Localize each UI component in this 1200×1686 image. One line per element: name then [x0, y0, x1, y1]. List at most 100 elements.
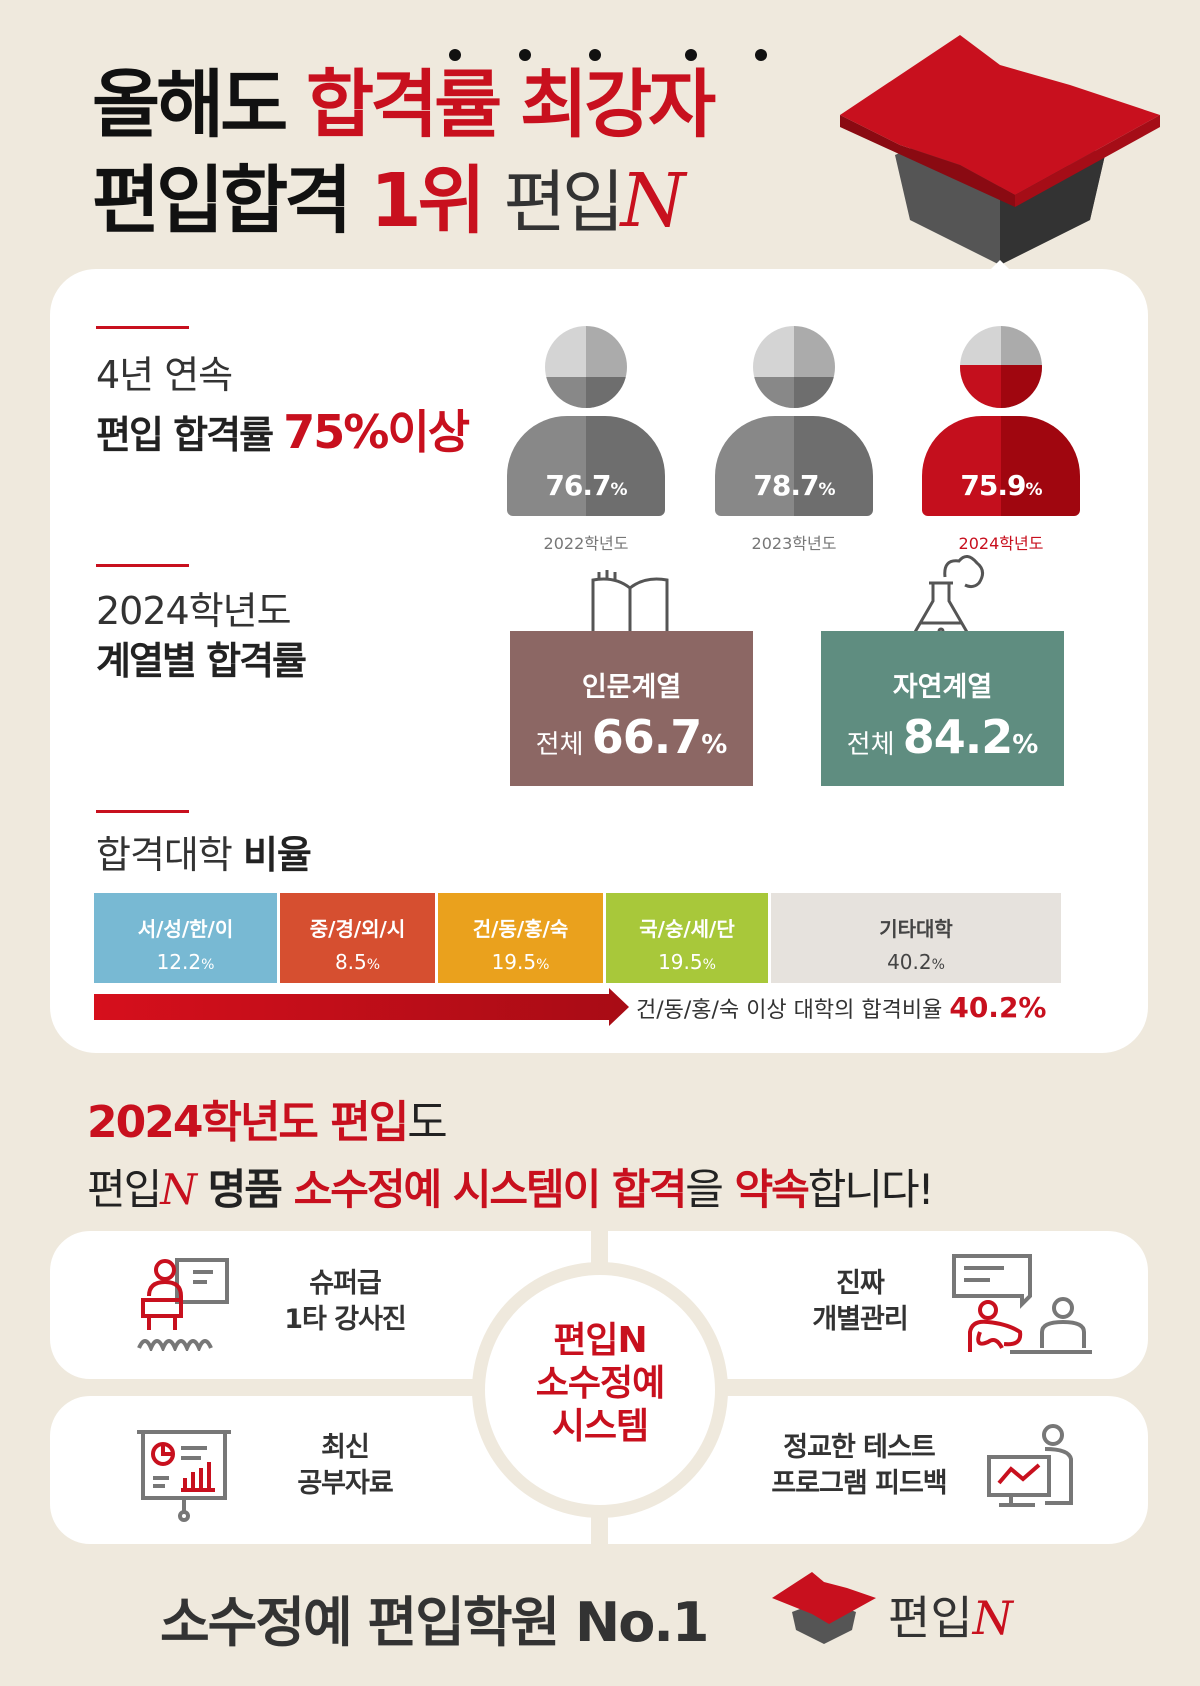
- headline-black: 올해도: [92, 62, 288, 148]
- segment-value: 40.2%: [887, 950, 945, 974]
- footer-brand-n: N: [972, 1591, 1013, 1645]
- center-line: 편입N: [553, 1320, 647, 1361]
- box-name: 자연계열: [892, 672, 993, 703]
- year-label: 2024학년도: [958, 534, 1044, 553]
- brand-n: N: [620, 158, 686, 244]
- ratio-segment: 중/경/외/시 8.5%: [280, 893, 435, 983]
- ratio-segment: 건/동/홍/숙 19.5%: [438, 893, 603, 983]
- promo-b: 소수정예 시스템이 합격: [293, 1165, 688, 1214]
- footer-cap-logo: [772, 1572, 876, 1648]
- feature-line: 1타 강사진: [284, 1304, 407, 1336]
- monitor-analytics-icon: [985, 1423, 1085, 1517]
- section3-title-light: 합격대학: [96, 833, 233, 877]
- rate-value: 75.9%: [960, 469, 1042, 502]
- box-prefix: 전체: [846, 730, 895, 760]
- segment-name: 건/동/홍/숙: [472, 917, 569, 941]
- box-prefix: 전체: [535, 730, 584, 760]
- cumulative-arrow: [94, 988, 629, 1030]
- section-divider: [96, 564, 189, 567]
- promo-black: 도: [407, 1097, 448, 1148]
- emphasis-dots: [448, 47, 778, 61]
- feature-text: 슈퍼급 1타 강사진: [265, 1266, 425, 1339]
- person-head-icon: [753, 326, 835, 408]
- center-line: 시스템: [551, 1406, 649, 1448]
- segment-name: 국/숭/세/단: [639, 917, 735, 941]
- segment-value: 19.5%: [491, 950, 550, 974]
- person-body: 76.7%: [507, 416, 665, 516]
- arrow-value: 40.2%: [949, 991, 1047, 1024]
- segment-name: 서/성/한/이: [137, 917, 234, 941]
- card-pointer: [986, 260, 1014, 274]
- promo-d: 약속: [734, 1165, 809, 1214]
- section1-title-text: 편입 합격률: [96, 413, 274, 457]
- section3-title: 합격대학 비율: [96, 824, 312, 879]
- headline-line2: 편입합격 1위 편입N: [92, 164, 685, 238]
- section-divider: [96, 810, 189, 813]
- segment-name: 중/경/외/시: [309, 917, 406, 941]
- section3-title-bold: 비율: [242, 833, 312, 877]
- section1-subtitle: 4년 연속: [96, 353, 233, 397]
- person-head-icon: [545, 326, 627, 408]
- university-ratio-bar: 서/성/한/이 12.2% 중/경/외/시 8.5% 건/동/홍/숙 19.5% 국/숭/세…: [94, 893, 1064, 983]
- presentation-board-icon: [135, 1428, 235, 1527]
- feature-line: 개별관리: [812, 1304, 908, 1336]
- rank-text: 1위: [370, 158, 486, 244]
- humanities-box: 인문계열 전체 66.7%: [510, 631, 753, 786]
- headline-line1: 올해도 합격률 최강자: [92, 68, 716, 142]
- promo-line2: 편입N 명품 소수정예 시스템이 합격을 약속합니다!: [87, 1156, 935, 1217]
- box-number: 84.2: [902, 710, 1013, 764]
- arrow-caption: 건/동/홍/숙 이상 대학의 합격비율 40.2%: [636, 991, 1046, 1024]
- section-divider: [96, 326, 189, 329]
- promo-brand-n: N: [160, 1165, 197, 1214]
- footer-slogan: 소수정예 편입학원 No.1: [160, 1591, 709, 1654]
- person-rate-figure: 76.7% 2022학년도: [506, 326, 666, 554]
- rate-value: 78.7%: [753, 469, 835, 502]
- feature-line: 프로그램 피드백: [771, 1468, 947, 1500]
- year-label: 2023학년도: [751, 534, 837, 553]
- promo-red: 2024학년도 편입: [87, 1097, 409, 1148]
- promo-e: 합니다!: [807, 1165, 935, 1214]
- person-body: 78.7%: [715, 416, 873, 516]
- segment-value: 12.2%: [156, 950, 215, 974]
- system-center: 편입N 소수정예 시스템: [485, 1275, 715, 1505]
- box-number: 66.7: [591, 710, 702, 764]
- box-value: 전체 66.7%: [510, 710, 753, 764]
- year-label: 2022학년도: [543, 534, 629, 553]
- person-rate-figure: 75.9% 2024학년도: [921, 326, 1081, 554]
- box-name: 인문계열: [581, 672, 682, 703]
- ratio-segment: 서/성/한/이 12.2%: [94, 893, 277, 983]
- promo-a: 명품: [207, 1165, 283, 1214]
- rate-value: 76.7%: [545, 469, 627, 502]
- brand-text: 편입: [503, 164, 624, 243]
- feature-line: 공부자료: [297, 1468, 393, 1500]
- headline-black2: 편입합격: [92, 158, 352, 244]
- box-unit: %: [1012, 730, 1039, 760]
- feature-line: 진짜: [836, 1268, 885, 1299]
- graduation-cap-logo: [840, 35, 1160, 269]
- promo-line1: 2024학년도 편입도: [87, 1086, 448, 1150]
- feature-line: 슈퍼급: [309, 1268, 382, 1299]
- headline-red: 합격률 최강자: [306, 62, 716, 148]
- promo-c: 을: [685, 1165, 724, 1214]
- mentoring-icon: [950, 1252, 1095, 1366]
- section1-highlight: 75%이상: [283, 405, 470, 459]
- feature-line: 정교한 테스트: [783, 1432, 935, 1463]
- promo-brand: 편입: [87, 1165, 162, 1214]
- science-box: 자연계열 전체 84.2%: [821, 631, 1064, 786]
- box-unit: %: [701, 730, 728, 760]
- section1-title: 편입 합격률 75%이상: [96, 396, 470, 462]
- person-body: 75.9%: [922, 416, 1080, 516]
- feature-line: 최신: [321, 1432, 370, 1463]
- ratio-segment: 기타대학 40.2%: [771, 893, 1061, 983]
- segment-value: 19.5%: [658, 950, 716, 974]
- box-value: 전체 84.2%: [821, 710, 1064, 764]
- segment-value: 8.5%: [334, 950, 381, 974]
- arrow-text: 건/동/홍/숙 이상 대학의 합격비율: [636, 998, 943, 1023]
- lecturer-icon: [135, 1256, 235, 1355]
- segment-name: 기타대학: [879, 917, 953, 941]
- footer-brand: 편입N: [888, 1582, 1013, 1648]
- person-rate-figure: 78.7% 2023학년도: [714, 326, 874, 554]
